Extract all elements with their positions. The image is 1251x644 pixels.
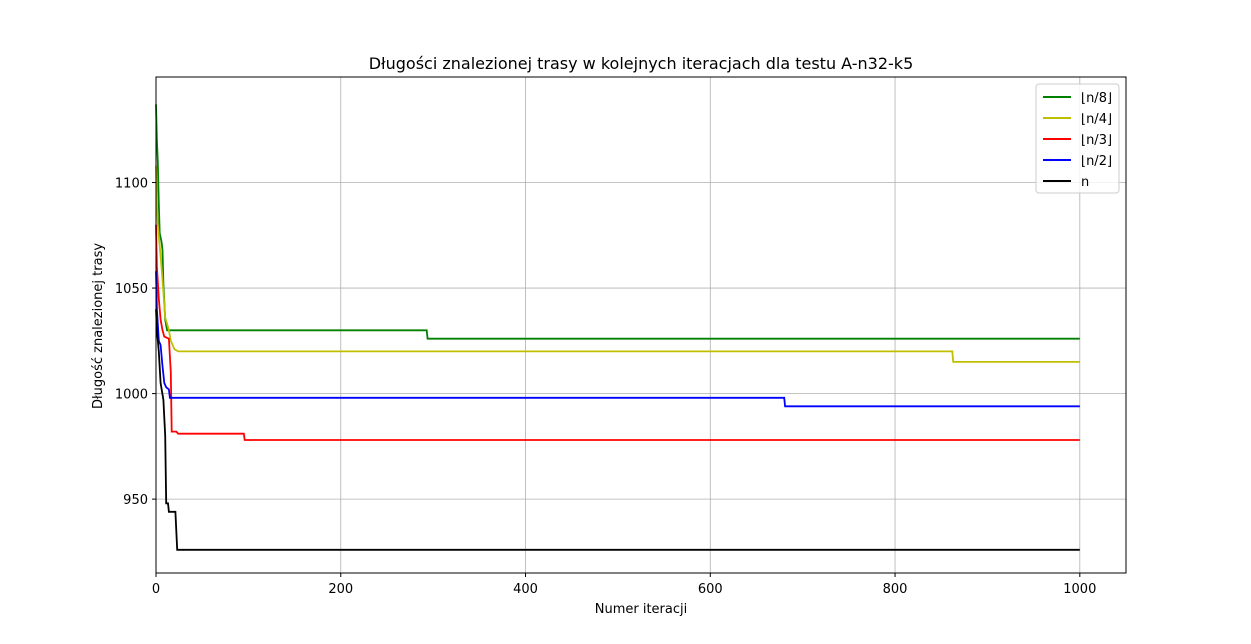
series-line-2	[155, 224, 1080, 441]
x-tick-label: 200	[328, 582, 353, 597]
legend: ⌊n/8⌋ ⌊n/4⌋ ⌊n/3⌋ ⌊n/2⌋ n	[1035, 83, 1120, 194]
x-tick-label: 0	[152, 582, 160, 597]
legend-label: ⌊n/8⌋	[1081, 91, 1112, 106]
x-axis-label: Numer iteracji	[595, 602, 688, 617]
legend-label: n	[1081, 175, 1089, 190]
series-line-3	[155, 271, 1080, 408]
y-tick-label: 1000	[115, 388, 148, 403]
x-tick-label: 1000	[1063, 582, 1096, 597]
legend-box	[1035, 83, 1120, 194]
y-tick-label: 1100	[115, 177, 148, 192]
series-line-0	[155, 104, 1080, 340]
y-axis-label: Długość znalezionej trasy	[91, 243, 106, 409]
x-tick-label: 600	[698, 582, 723, 597]
y-tick-label: 1050	[115, 282, 148, 297]
x-tick-label: 400	[513, 582, 538, 597]
axis-ticks: 0 200 400 600 800 1000 950 1000 1050 1100	[115, 177, 1096, 597]
series-layer	[155, 104, 1080, 551]
series-line-1	[155, 165, 1080, 363]
x-tick-label: 800	[883, 582, 908, 597]
series-line-4	[155, 309, 1080, 551]
legend-label: ⌊n/3⌋	[1081, 133, 1112, 148]
legend-label: ⌊n/2⌋	[1081, 154, 1112, 169]
legend-label: ⌊n/4⌋	[1081, 112, 1112, 127]
plot-area-frame	[155, 76, 1127, 574]
chart-title: Długości znalezionej trasy w kolejnych i…	[369, 54, 914, 73]
y-tick-label: 950	[123, 493, 148, 508]
grid	[155, 77, 1126, 573]
